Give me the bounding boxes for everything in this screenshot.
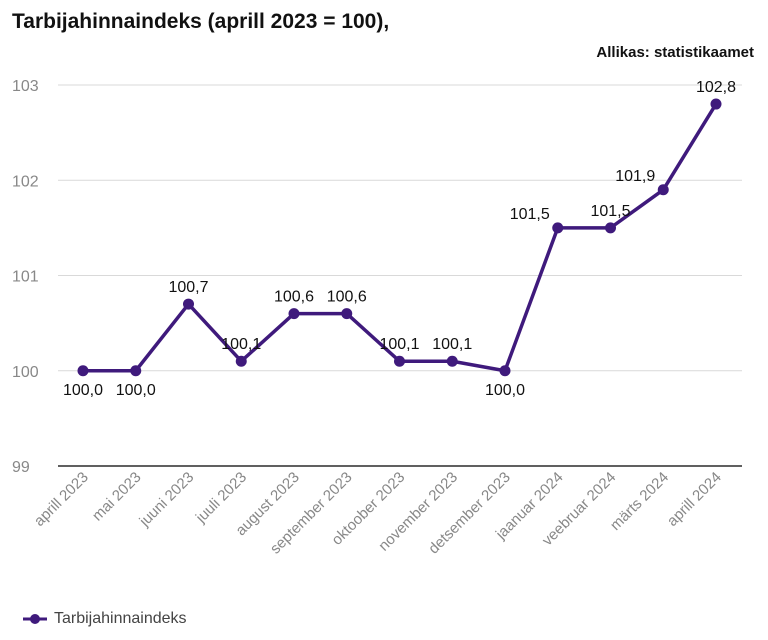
chart-title: Tarbijahinnaindeks (aprill 2023 = 100), xyxy=(12,10,390,33)
data-point xyxy=(183,298,194,310)
data-point xyxy=(552,222,564,234)
data-point xyxy=(394,355,405,367)
data-point xyxy=(499,365,511,377)
legend-marker-icon xyxy=(23,614,47,624)
data-label: 100,0 xyxy=(63,382,103,399)
data-point xyxy=(710,98,722,110)
data-label: 100,1 xyxy=(432,336,472,353)
data-point xyxy=(657,184,669,196)
y-tick-label: 102 xyxy=(12,173,39,190)
data-point xyxy=(235,355,247,367)
legend: Tarbijahinnaindeks xyxy=(22,610,187,628)
data-point xyxy=(446,355,458,367)
data-point xyxy=(605,222,616,234)
y-tick-label: 100 xyxy=(12,364,39,381)
data-label: 100,6 xyxy=(327,289,367,306)
series-line xyxy=(83,103,718,373)
y-tick-label: 103 xyxy=(12,78,39,95)
data-label: 100,1 xyxy=(379,336,419,353)
data-point xyxy=(288,308,300,320)
data-point xyxy=(130,365,142,377)
data-label: 102,8 xyxy=(696,79,736,96)
data-label: 100,6 xyxy=(274,289,314,306)
data-label: 100,0 xyxy=(485,382,525,399)
x-tick-label: mai 2023 xyxy=(89,469,145,525)
y-tick-label: 99 xyxy=(12,459,30,476)
data-label: 101,9 xyxy=(615,168,655,185)
data-label: 101,5 xyxy=(590,203,630,220)
legend-label: Tarbijahinnaindeks xyxy=(54,610,187,627)
source-label: Allikas: statistikaamet xyxy=(596,44,754,61)
x-tick-label: aprill 2024 xyxy=(664,469,725,530)
y-tick-label: 101 xyxy=(12,269,39,286)
data-label: 100,7 xyxy=(168,279,208,296)
data-point xyxy=(341,308,353,320)
data-label: 101,5 xyxy=(510,206,550,223)
data-label: 100,0 xyxy=(116,382,156,399)
data-point xyxy=(77,365,89,377)
x-tick-label: juuni 2023 xyxy=(136,469,198,531)
x-tick-label: aprill 2023 xyxy=(31,469,92,530)
data-label: 100,1 xyxy=(221,336,261,353)
